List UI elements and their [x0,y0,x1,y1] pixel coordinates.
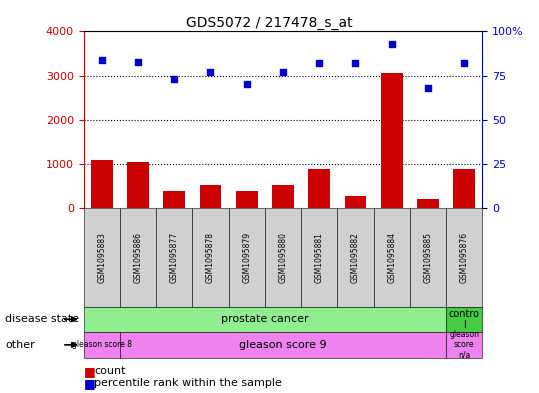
Text: GSM1095881: GSM1095881 [315,232,324,283]
Bar [344,196,367,208]
Text: GSM1095879: GSM1095879 [242,232,251,283]
Text: other: other [5,340,35,350]
Point [98,57,106,63]
Bar [127,162,149,208]
Text: GSM1095880: GSM1095880 [279,232,287,283]
Point [134,58,142,64]
Text: gleason
score
n/a: gleason score n/a [450,330,479,360]
Text: contro
l: contro l [449,309,480,330]
Bar [453,169,475,208]
Text: prostate cancer: prostate cancer [221,314,309,324]
Text: percentile rank within the sample: percentile rank within the sample [94,378,282,388]
Text: count: count [94,366,126,376]
Text: gleason score 8: gleason score 8 [72,340,132,349]
Text: GSM1095877: GSM1095877 [170,232,179,283]
Bar [236,191,258,208]
Point [170,76,178,83]
Point [424,85,432,91]
Bar [199,185,222,208]
Text: disease state: disease state [5,314,80,324]
Bar [91,160,113,208]
Text: GSM1095882: GSM1095882 [351,232,360,283]
Point [279,69,287,75]
Bar [272,185,294,208]
Point [243,81,251,88]
Text: GSM1095878: GSM1095878 [206,232,215,283]
Text: gleason score 9: gleason score 9 [239,340,327,350]
Text: GSM1095883: GSM1095883 [97,232,106,283]
Bar [308,169,330,208]
Text: GSM1095876: GSM1095876 [460,232,469,283]
Point [351,60,360,66]
Point [315,60,323,66]
Text: ■: ■ [84,376,95,390]
Text: GDS5072 / 217478_s_at: GDS5072 / 217478_s_at [186,16,353,30]
Text: GSM1095884: GSM1095884 [387,232,396,283]
Bar [163,191,185,208]
Bar [417,200,439,208]
Point [388,40,396,47]
Bar [381,73,403,208]
Text: ■: ■ [84,365,95,378]
Point [206,69,215,75]
Text: GSM1095886: GSM1095886 [134,232,142,283]
Point [460,60,468,66]
Text: GSM1095885: GSM1095885 [424,232,432,283]
